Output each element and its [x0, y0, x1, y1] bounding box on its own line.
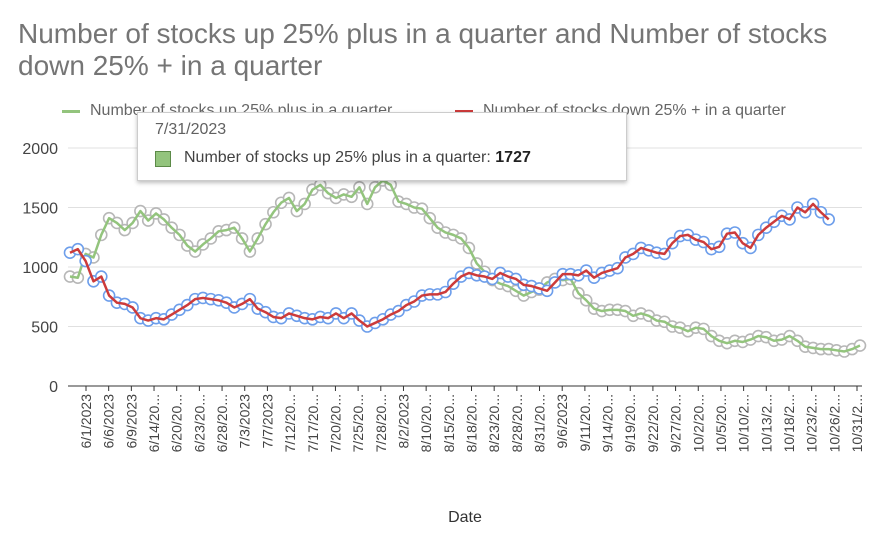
tooltip-series-label: Number of stocks up 25% plus in a quarte… [184, 149, 496, 166]
x-axis: 6/1/2023 6/6/2023 6/9/2023 6/14/20... 6/20/2… [78, 386, 865, 452]
x-tick-label: 9/19/20... [622, 394, 638, 452]
y-tick-label: 1500 [22, 201, 58, 218]
tooltip-series: Number of stocks up 25% plus in a quarte… [184, 149, 531, 167]
x-tick-label: 10/10/2... [736, 394, 752, 452]
x-tick-label: 9/22/20... [645, 394, 661, 452]
series-line-down [69, 202, 830, 328]
y-axis: 0 500 1000 1500 2000 [22, 141, 58, 396]
x-tick-label: 7/17/20... [305, 394, 321, 452]
x-tick-label: 10/31/2... [849, 394, 865, 452]
y-tick-label: 2000 [22, 141, 58, 158]
x-tick-label: 8/15/20... [441, 394, 457, 452]
x-tick-label: 6/14/20... [146, 394, 162, 452]
x-tick-label: 6/23/20... [191, 394, 207, 452]
x-tick-label: 9/27/20... [668, 394, 684, 452]
x-tick-label: 6/6/2023 [101, 394, 117, 449]
x-tick-label: 10/13/2... [758, 394, 774, 452]
x-tick-label: 9/14/20... [600, 394, 616, 452]
legend-swatch-down [455, 110, 473, 113]
x-tick-label: 6/9/2023 [123, 394, 139, 449]
x-tick-label: 8/31/20... [532, 394, 548, 452]
y-tick-label: 1000 [22, 260, 58, 277]
x-tick-label: 6/20/20... [169, 394, 185, 452]
legend-swatch-up [62, 110, 80, 113]
gridlines [68, 147, 862, 387]
x-tick-label: 10/18/2... [781, 394, 797, 452]
x-tick-label: 9/6/2023 [554, 394, 570, 449]
x-tick-label: 9/11/20... [577, 394, 593, 451]
y-tick-label: 500 [31, 320, 58, 337]
chart-title: Number of stocks up 25% plus in a quarte… [18, 18, 828, 81]
y-tick-label: 0 [49, 379, 58, 396]
x-tick-label: 8/2/2023 [395, 394, 411, 449]
x-tick-label: 10/2/20... [690, 394, 706, 452]
x-tick-label: 7/25/20... [350, 394, 366, 452]
x-tick-label: 8/18/20... [464, 394, 480, 452]
tooltip-value: 1727 [495, 149, 531, 166]
x-tick-label: 8/28/20... [509, 394, 525, 452]
x-tick-label: 10/23/2... [804, 394, 820, 452]
x-tick-label: 6/28/20... [214, 394, 230, 452]
x-axis-label: Date [448, 509, 482, 526]
x-tick-label: 7/3/2023 [237, 394, 253, 449]
tooltip-swatch [155, 151, 171, 167]
tooltip: 7/31/2023 Number of stocks up 25% plus i… [137, 112, 627, 181]
x-tick-label: 7/20/20... [327, 394, 343, 452]
tooltip-date: 7/31/2023 [155, 121, 227, 138]
x-tick-label: 7/28/20... [373, 394, 389, 452]
x-tick-label: 7/7/2023 [259, 394, 275, 449]
series-layer [63, 174, 867, 358]
x-tick-label: 8/10/20... [418, 394, 434, 452]
x-tick-label: 6/1/2023 [78, 394, 94, 449]
x-tick-label: 10/5/20... [713, 394, 729, 452]
series-line-up [69, 179, 861, 353]
x-tick-label: 10/26/2... [826, 394, 842, 452]
x-tick-label: 8/23/20... [486, 394, 502, 452]
x-tick-label: 7/12/20... [282, 394, 298, 452]
